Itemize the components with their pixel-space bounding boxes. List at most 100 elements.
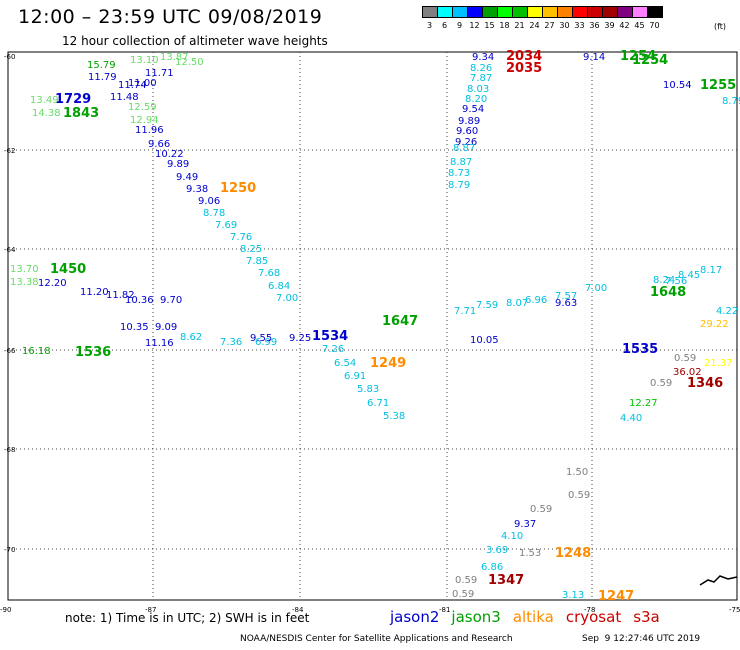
wave-height-label: 3.69 (486, 545, 508, 556)
wave-height-label: 7.87 (470, 73, 492, 84)
wave-height-label: 1249 (370, 356, 406, 371)
wave-height-label: 7.26 (322, 344, 344, 355)
wave-height-label: 12.27 (629, 398, 658, 409)
wave-height-label: 9.09 (155, 322, 177, 333)
wave-height-label: 1.53 (519, 548, 541, 559)
color-scale-legend: 3 6 9 12 15 18 21 24 27 30 33 36 39 42 45 70 (ft) (422, 6, 726, 31)
wave-height-label: 9.26 (455, 137, 477, 148)
wave-height-label: 12.50 (175, 57, 204, 68)
lat-label: -68 (4, 446, 15, 454)
wave-height-label: 0.59 (455, 575, 477, 586)
wave-height-label: 11.00 (128, 78, 157, 89)
legend-unit: (ft) (714, 22, 727, 31)
wave-height-label: 12.94 (130, 115, 159, 126)
wave-height-label: 6.71 (367, 398, 389, 409)
wave-height-label: 1450 (50, 262, 86, 277)
wave-height-label: 13.49 (30, 95, 59, 106)
lon-label: -87 (145, 606, 156, 614)
legend-label: 33 (574, 21, 585, 30)
legend-label: 45 (634, 21, 645, 30)
wave-height-label: 9.55 (250, 333, 272, 344)
wave-height-label: 8.78 (203, 208, 225, 219)
wave-height-label: 11.74 (118, 80, 147, 91)
wave-height-label: 9.34 (472, 52, 494, 63)
wave-height-label: 11.16 (145, 338, 174, 349)
wave-height-label: 8.73 (448, 168, 470, 179)
wave-height-label: 0.59 (452, 589, 474, 600)
footer-note: note: 1) Time is in UTC; 2) SWH is in fe… (65, 611, 310, 625)
wave-height-label: 9.06 (198, 196, 220, 207)
wave-height-label: 9.66 (148, 139, 170, 150)
wave-height-label: 10.35 (120, 322, 149, 333)
wave-height-label: 10.22 (155, 149, 184, 160)
wave-height-label: 7.76 (230, 232, 252, 243)
wave-height-label: 1648 (650, 285, 686, 300)
wave-height-label: 36.02 (673, 367, 702, 378)
wave-height-label: 3.13 (562, 590, 584, 601)
wave-height-label: 11.79 (88, 72, 117, 83)
wave-height-label: 11.71 (145, 68, 174, 79)
wave-height-label: 12.59 (128, 102, 157, 113)
wave-height-label: 14.38 (32, 108, 61, 119)
wave-height-label: 8.45 (678, 270, 700, 281)
wave-height-label: 7.00 (276, 293, 298, 304)
satellite-cryosat: cryosat (565, 608, 622, 626)
wave-height-label: 11.20 (80, 287, 109, 298)
wave-height-label: 1250 (220, 181, 256, 196)
wave-height-label: 1535 (622, 342, 658, 357)
wave-height-label: 6.91 (344, 371, 366, 382)
wave-height-label: 9.38 (186, 184, 208, 195)
page-title: 12:00 – 23:59 UTC 09/08/2019 (18, 6, 323, 28)
legend-label: 39 (604, 21, 615, 30)
wave-height-label: 5.83 (357, 384, 379, 395)
wave-height-label: 9.14 (583, 52, 605, 63)
lat-label: -64 (4, 246, 16, 254)
wave-height-label: 6.54 (334, 358, 356, 369)
wave-height-label: 7.69 (215, 220, 237, 231)
wave-height-label: 1346 (687, 376, 723, 391)
lat-label: -62 (4, 147, 15, 155)
legend-label: 6 (441, 21, 448, 30)
wave-height-label: 21.37 (704, 358, 733, 369)
lon-label: -81 (439, 606, 450, 614)
wave-height-label: 7.00 (585, 283, 607, 294)
legend-swatch (647, 6, 663, 18)
wave-height-label: 8.79 (722, 96, 740, 107)
wave-height-label: 8.24 (653, 275, 675, 286)
wave-height-label: 11.82 (106, 290, 135, 301)
wave-height-label: 13.70 (10, 264, 39, 275)
wave-height-label: 0.59 (674, 353, 696, 364)
wave-height-label: 8.87 (450, 157, 472, 168)
lon-label: -90 (0, 606, 11, 614)
wave-height-label: 7.36 (220, 337, 242, 348)
lat-label: -70 (4, 546, 15, 554)
legend-label: 42 (619, 21, 630, 30)
wave-height-label: 10.36 (125, 295, 154, 306)
coastline (699, 575, 738, 586)
page-subtitle: 12 hour collection of altimeter wave hei… (62, 34, 328, 48)
wave-height-label: 1247 (598, 589, 634, 604)
legend-label: 27 (544, 21, 555, 30)
wave-height-label: 4.40 (620, 413, 642, 424)
wave-height-label: 5.38 (383, 411, 405, 422)
wave-height-label: 9.25 (289, 333, 311, 344)
wave-height-label: 7.56 (665, 276, 687, 287)
legend-labels: 3 6 9 12 15 18 21 24 27 30 33 36 39 42 45 70 (422, 21, 662, 30)
lat-label: -66 (4, 347, 16, 355)
legend-swatches (422, 6, 663, 18)
wave-height-label: 7.71 (454, 306, 476, 317)
wave-height-label: 4.22 (716, 306, 738, 317)
map-frame (7, 51, 738, 601)
wave-height-label: 8.20 (465, 94, 487, 105)
legend-label: 12 (469, 21, 480, 30)
wave-height-label: 9.89 (458, 116, 480, 127)
wave-height-label: 9.89 (167, 159, 189, 170)
wave-height-label: 8.25 (240, 244, 262, 255)
wave-height-label: 1255 (700, 78, 736, 93)
wave-height-label: 1.50 (566, 467, 588, 478)
wave-height-label: 15.79 (87, 60, 116, 71)
wave-height-label: 1248 (555, 546, 591, 561)
wave-height-label: 13.87 (160, 52, 189, 63)
wave-height-label: 9.37 (514, 519, 536, 530)
